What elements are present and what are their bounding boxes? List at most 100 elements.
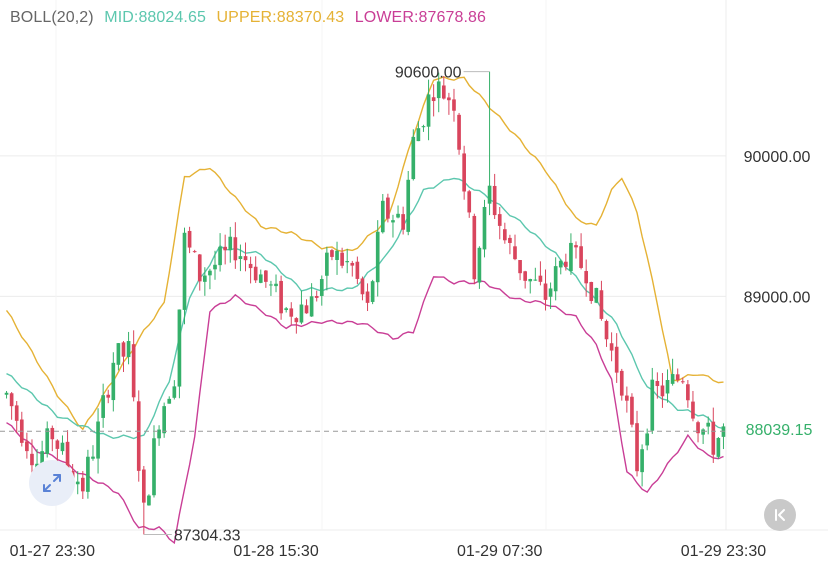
candle-body xyxy=(314,295,319,298)
candle-body xyxy=(304,305,309,314)
candle-body xyxy=(167,398,172,404)
candle-body xyxy=(533,279,538,281)
candle-body xyxy=(238,256,243,260)
candle-body xyxy=(604,320,609,340)
y-tick-label: 89000.00 xyxy=(744,289,811,306)
candle-body xyxy=(294,318,299,323)
candle-body xyxy=(228,236,233,250)
candle-body xyxy=(630,396,634,425)
candle-body xyxy=(406,179,411,232)
candle-body xyxy=(75,481,80,485)
boll-upper-line xyxy=(5,76,724,431)
x-tick-label: 01-29 07:30 xyxy=(457,543,543,560)
expand-arrows-icon xyxy=(43,474,61,492)
candle-body xyxy=(284,308,289,310)
candle-body xyxy=(436,81,441,99)
candle-body xyxy=(477,247,482,283)
candle-body xyxy=(528,279,533,282)
candle-body xyxy=(675,374,680,381)
candle-body xyxy=(457,114,461,150)
candle-body xyxy=(370,281,375,302)
candle-body xyxy=(233,237,238,261)
candle-body xyxy=(492,185,497,216)
candle-body xyxy=(340,252,344,266)
candle-body xyxy=(670,374,675,384)
candle-body xyxy=(197,254,202,282)
candle-body xyxy=(548,288,553,297)
skip-to-latest-icon xyxy=(775,509,785,521)
candle-body xyxy=(691,401,695,419)
candle-body xyxy=(564,261,568,267)
candle-body xyxy=(25,441,29,452)
candle-body xyxy=(401,214,405,230)
candle-body xyxy=(141,469,146,503)
candle-body xyxy=(579,246,583,268)
candle-body xyxy=(599,290,604,319)
candle-body xyxy=(65,441,70,468)
candle-body xyxy=(447,97,451,101)
candle-body xyxy=(660,385,665,397)
candle-body xyxy=(274,283,278,287)
candle-body xyxy=(157,429,161,439)
candle-body xyxy=(411,136,416,180)
candle-body xyxy=(380,200,385,233)
candle-body xyxy=(467,191,472,213)
candle-body xyxy=(335,250,339,261)
candle-body xyxy=(192,251,197,253)
candle-body xyxy=(136,401,141,471)
candle-body xyxy=(208,270,212,276)
candle-body xyxy=(518,260,522,274)
candle-body xyxy=(60,442,65,452)
candle-body xyxy=(147,495,151,506)
candle-body xyxy=(203,275,207,282)
candle-body xyxy=(152,438,156,496)
candle-body xyxy=(126,341,131,358)
candle-body xyxy=(14,405,19,421)
candle-body xyxy=(553,266,558,292)
candle-body xyxy=(645,433,650,446)
candle-body xyxy=(650,379,655,431)
boll-lower-line xyxy=(6,276,724,545)
candle-body xyxy=(218,246,222,266)
candle-body xyxy=(223,246,228,251)
candle-body xyxy=(45,428,50,454)
candle-body xyxy=(177,309,182,387)
candle-body xyxy=(538,275,543,282)
candle-body xyxy=(716,438,721,457)
candle-body xyxy=(30,453,34,466)
candle-body xyxy=(396,213,400,218)
y-tick-label: 90000.00 xyxy=(744,149,811,166)
candle-body xyxy=(543,283,548,300)
candle-body xyxy=(462,153,466,192)
candle-body xyxy=(696,422,700,434)
expand-chart-button[interactable] xyxy=(29,460,75,506)
candle-body xyxy=(701,429,705,435)
x-tick-label: 01-29 23:30 xyxy=(681,543,767,560)
candle-body xyxy=(279,280,283,314)
candle-body xyxy=(482,206,487,250)
candle-body xyxy=(162,406,166,434)
candle-body xyxy=(172,386,177,398)
candle-body xyxy=(309,296,314,317)
candle-body xyxy=(91,456,95,459)
candle-body xyxy=(121,342,126,357)
candle-body xyxy=(558,260,563,268)
candle-body xyxy=(625,395,629,401)
candle-body xyxy=(706,422,711,427)
candle-body xyxy=(243,256,248,261)
candle-body xyxy=(640,449,644,473)
high-price-label: 90600.00 xyxy=(395,65,462,82)
candle-body xyxy=(350,262,355,266)
candle-body xyxy=(589,282,594,302)
candle-body xyxy=(187,230,192,248)
candle-body xyxy=(614,346,619,373)
skip-to-latest-button[interactable] xyxy=(764,499,796,531)
candle-body xyxy=(426,94,431,127)
candle-body xyxy=(619,370,624,396)
candle-body xyxy=(665,379,670,394)
candle-body xyxy=(111,362,116,401)
candle-body xyxy=(487,185,492,204)
x-tick-label: 01-27 23:30 xyxy=(10,543,96,560)
candle-body xyxy=(416,128,421,142)
